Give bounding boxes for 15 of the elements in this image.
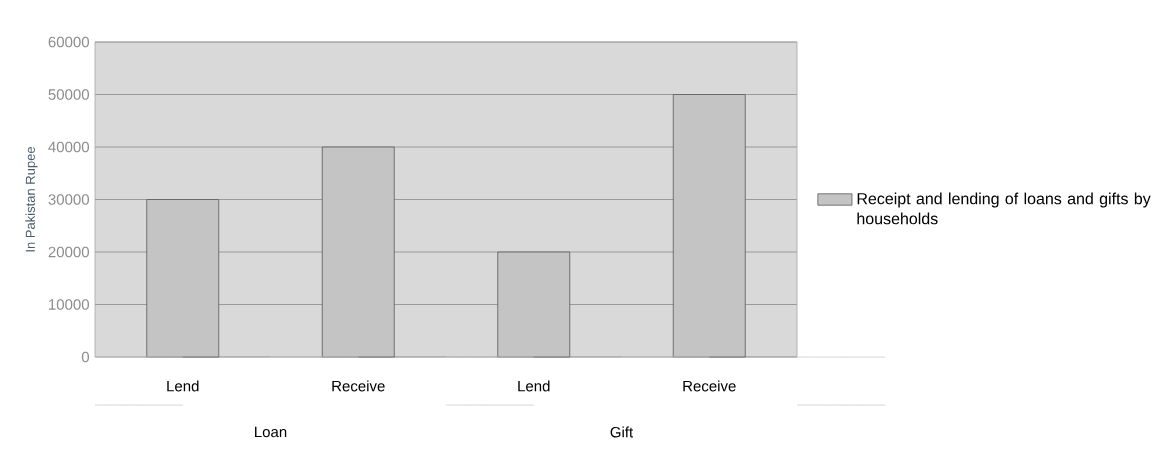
x-tick-label: Lend bbox=[518, 380, 550, 392]
y-tick-label: 40000 bbox=[48, 141, 89, 153]
x-tick-label: Receive bbox=[332, 380, 385, 392]
y-tick-label: 20000 bbox=[48, 246, 89, 258]
y-tick-label: 60000 bbox=[48, 36, 89, 48]
y-axis-title: In Pakistan Rupee bbox=[25, 146, 38, 252]
text: Gift bbox=[610, 426, 634, 438]
y-tick-label: 0 bbox=[81, 351, 90, 363]
x-tick-label: Receive bbox=[683, 380, 736, 392]
y-tick-label: 50000 bbox=[48, 89, 89, 100]
legend-label: Receipt and lending of loans and gifts by households bbox=[857, 192, 1151, 225]
y-tick-label: 30000 bbox=[48, 194, 89, 205]
x-tick-label: Lend bbox=[167, 380, 199, 392]
text: Loan bbox=[255, 426, 287, 438]
y-tick-label: 10000 bbox=[49, 299, 89, 310]
